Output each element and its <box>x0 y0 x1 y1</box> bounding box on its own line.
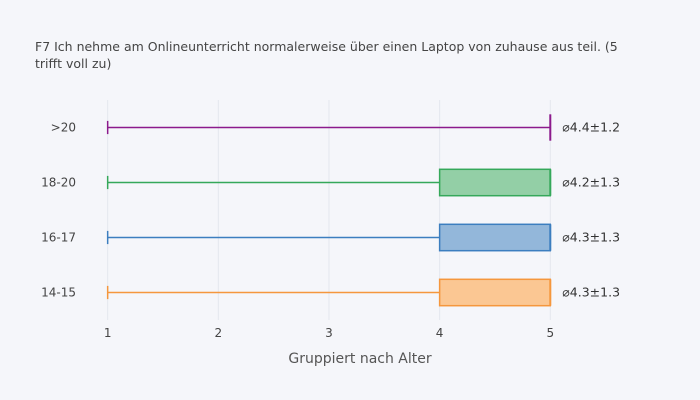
x-tick-label: 4 <box>436 326 444 340</box>
x-tick-label: 3 <box>325 326 333 340</box>
x-tick-label: 2 <box>214 326 222 340</box>
box-18x20: ⌀4.2±1.3 <box>106 168 620 197</box>
x-axis-title: Gruppiert nach Alter <box>288 351 431 367</box>
mean-label: ⌀4.3±1.3 <box>562 285 620 300</box>
x-tick-label: 5 <box>546 326 554 340</box>
y-tick-label: >20 <box>51 121 76 135</box>
box-body <box>438 168 552 197</box>
box-x20: ⌀4.4±1.2 <box>106 114 620 141</box>
box-body <box>438 278 552 307</box>
x-tick-label: 1 <box>104 326 112 340</box>
y-tick-label: 16-17 <box>41 231 76 245</box>
box-16x17: ⌀4.3±1.3 <box>106 223 620 252</box>
mean-label: ⌀4.2±1.3 <box>562 175 620 190</box>
box-body <box>438 223 552 252</box>
mean-label: ⌀4.4±1.2 <box>562 120 620 135</box>
y-tick-label: 18-20 <box>41 176 76 190</box>
y-tick-label: 14-15 <box>41 286 76 300</box>
box-14x15: ⌀4.3±1.3 <box>106 278 620 307</box>
chart-title: F7 Ich nehme am Onlineunterricht normale… <box>35 39 618 71</box>
mean-label: ⌀4.3±1.3 <box>562 230 620 245</box>
